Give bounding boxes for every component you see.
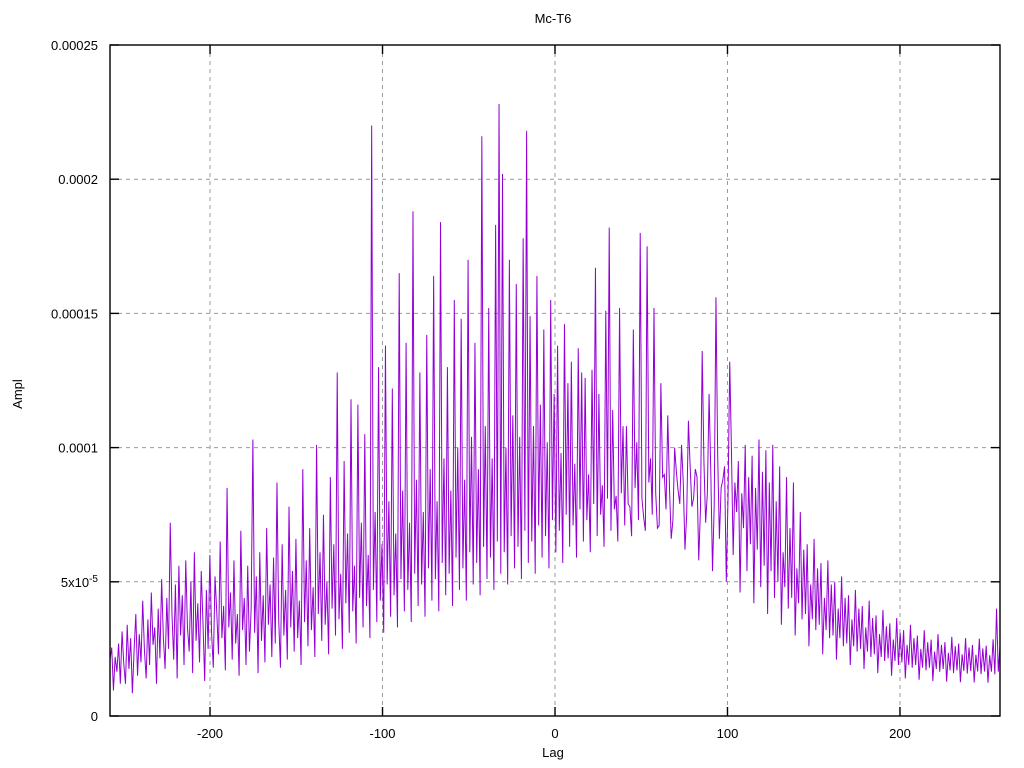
x-tick-label: -100 <box>370 726 396 741</box>
y-tick-labels: 0 5x10-5 0.0001 0.00015 0.0002 0.00025 <box>51 38 98 724</box>
x-axis-title: Lag <box>542 745 564 760</box>
x-tick-label: 0 <box>551 726 558 741</box>
y-tick-label: 0.00015 <box>51 306 98 321</box>
y-tick-label: 0.0001 <box>58 441 98 456</box>
x-tick-labels: -200 -100 0 100 200 <box>197 726 911 741</box>
x-tick-label: -200 <box>197 726 223 741</box>
series-line <box>109 104 1001 694</box>
y-tick-label: 0.0002 <box>58 172 98 187</box>
data-series-group <box>109 104 1001 694</box>
x-tick-label: 100 <box>717 726 739 741</box>
x-tick-label: 200 <box>889 726 911 741</box>
y-axis-title: Ampl <box>10 379 25 409</box>
y-tick-label: 5x10-5 <box>61 574 99 590</box>
plot-border <box>109 44 1001 717</box>
chart-title: Mc-T6 <box>535 11 572 26</box>
y-tick-label: 0 <box>91 709 98 724</box>
y-tick-label: 0.00025 <box>51 38 98 53</box>
